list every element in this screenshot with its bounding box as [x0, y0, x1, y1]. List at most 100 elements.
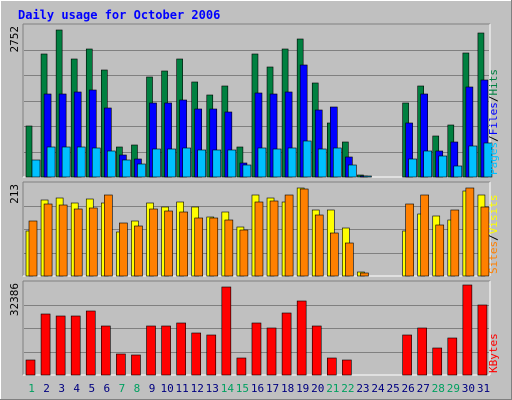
bar-sites-day-30: [465, 187, 475, 277]
panel-legend: KBytes: [487, 333, 500, 373]
bar-kbytes-day-29: [447, 337, 458, 376]
bar-pages-day-21: [332, 147, 342, 178]
x-tick-label-day-22: 22: [341, 382, 354, 395]
bar-pages-day-27: [423, 150, 432, 178]
legend-separator: /: [487, 96, 500, 103]
x-tick-label-day-21: 21: [326, 382, 339, 395]
panel-max-label: 2752: [8, 26, 21, 53]
bar-pages-day-12: [197, 149, 207, 178]
bar-pages-day-14: [227, 149, 237, 178]
bar-kbytes-day-6: [101, 325, 111, 376]
bar-kbytes-day-10: [161, 325, 171, 376]
bar-sites-day-14: [224, 219, 234, 277]
legend-sites: Sites: [487, 241, 500, 274]
bar-sites-day-29: [450, 209, 460, 277]
bar-sites-day-23: [360, 272, 369, 277]
bar-sites-day-8: [134, 225, 143, 277]
x-tick-label-day-23: 23: [356, 382, 369, 395]
bar-sites-day-7: [119, 222, 128, 277]
legend-visits: Visits: [487, 195, 500, 235]
bar-kbytes-day-14: [221, 286, 232, 376]
x-tick-label-day-18: 18: [281, 382, 294, 395]
bar-kbytes-day-20: [311, 325, 322, 376]
bar-sites-day-19: [299, 188, 309, 277]
x-tick-label-day-2: 2: [43, 382, 50, 395]
x-tick-label-day-25: 25: [386, 382, 399, 395]
legend-kbytes: KBytes: [487, 333, 500, 373]
bar-pages-day-15: [242, 164, 252, 178]
bar-pages-day-1: [31, 159, 41, 178]
bar-kbytes-day-21: [326, 357, 337, 376]
bar-kbytes-day-7: [116, 353, 126, 376]
bar-pages-day-11: [182, 147, 191, 178]
x-axis-labels: 1 2 3 4 5 6 7 8 9 10 11 12 13 14 15 16 17 18 19 20 21 22 23 24 2…: [28, 382, 490, 395]
bar-kbytes-day-19: [296, 300, 307, 376]
x-tick-label-day-9: 9: [149, 382, 156, 395]
bar-pages-day-3: [61, 146, 71, 178]
bar-pages-day-26: [408, 158, 417, 178]
bar-kbytes-day-30: [462, 284, 473, 376]
x-tick-label-day-31: 31: [477, 382, 490, 395]
bar-sites-day-17: [269, 200, 279, 277]
x-tick-label-day-20: 20: [311, 382, 324, 395]
x-tick-label-day-3: 3: [58, 382, 65, 395]
panel-max-label: 32386: [8, 283, 21, 316]
bar-pages-day-4: [76, 146, 86, 178]
bar-pages-day-20: [317, 148, 327, 178]
bar-kbytes-day-4: [70, 315, 81, 376]
panel-legend: Pages/Files/Hits: [487, 69, 500, 175]
bar-pages-day-5: [91, 147, 101, 178]
bar-kbytes-day-31: [477, 304, 488, 376]
x-tick-label-day-29: 29: [447, 382, 460, 395]
bar-kbytes-day-13: [206, 334, 217, 376]
bar-kbytes-day-27: [417, 327, 427, 376]
x-tick-label-day-12: 12: [191, 382, 204, 395]
bar-sites-day-3: [58, 204, 68, 277]
x-tick-label-day-24: 24: [371, 382, 385, 395]
x-tick-label-day-5: 5: [88, 382, 95, 395]
bar-sites-day-1: [28, 220, 38, 277]
x-tick-label-day-27: 27: [417, 382, 430, 395]
bar-pages-day-7: [122, 159, 131, 178]
x-tick-label-day-11: 11: [176, 382, 189, 395]
bar-pages-day-2: [46, 146, 56, 178]
panel-hits: 2752 Pages/Files/Hits: [8, 23, 500, 178]
chart-title: Daily usage for October 2006: [18, 8, 220, 22]
legend-separator: /: [487, 234, 500, 241]
x-tick-label-day-4: 4: [73, 382, 80, 395]
x-tick-label-day-26: 26: [402, 382, 415, 395]
bar-kbytes-day-26: [402, 334, 412, 376]
x-tick-label-day-30: 30: [462, 382, 475, 395]
x-tick-label-day-13: 13: [206, 382, 219, 395]
chart-panels: 2752Pages/Files/Hits213Sites/Visits32386…: [8, 23, 500, 376]
legend-files: Files: [487, 102, 500, 135]
x-tick-label-day-19: 19: [296, 382, 309, 395]
bar-pages-day-6: [107, 150, 116, 178]
bar-sites-day-6: [104, 194, 113, 277]
bar-pages-day-8: [137, 163, 146, 178]
bar-sites-day-11: [179, 211, 188, 277]
bar-pages-day-9: [152, 148, 161, 178]
x-tick-label-day-8: 8: [134, 382, 141, 395]
bar-sites-day-20: [314, 214, 324, 277]
bar-pages-day-19: [302, 140, 312, 178]
x-tick-label-day-7: 7: [119, 382, 126, 395]
bar-pages-day-30: [468, 145, 478, 178]
bar-pages-day-31: [483, 142, 493, 178]
bar-sites-day-12: [194, 217, 204, 277]
x-tick-label-day-28: 28: [432, 382, 445, 395]
bar-kbytes-day-16: [251, 322, 262, 376]
bar-kbytes-day-17: [266, 327, 277, 376]
bar-pages-day-22: [348, 164, 357, 178]
bar-pages-day-10: [167, 148, 176, 178]
bar-pages-day-13: [212, 149, 222, 178]
bar-sites-day-10: [164, 210, 173, 277]
bar-kbytes-day-5: [85, 310, 96, 376]
bar-pages-day-28: [438, 155, 448, 178]
x-tick-label-day-17: 17: [266, 382, 279, 395]
legend-separator: /: [487, 135, 500, 142]
bar-kbytes-day-11: [176, 322, 186, 376]
bar-kbytes-day-15: [236, 357, 247, 376]
bar-pages-day-17: [272, 148, 282, 178]
